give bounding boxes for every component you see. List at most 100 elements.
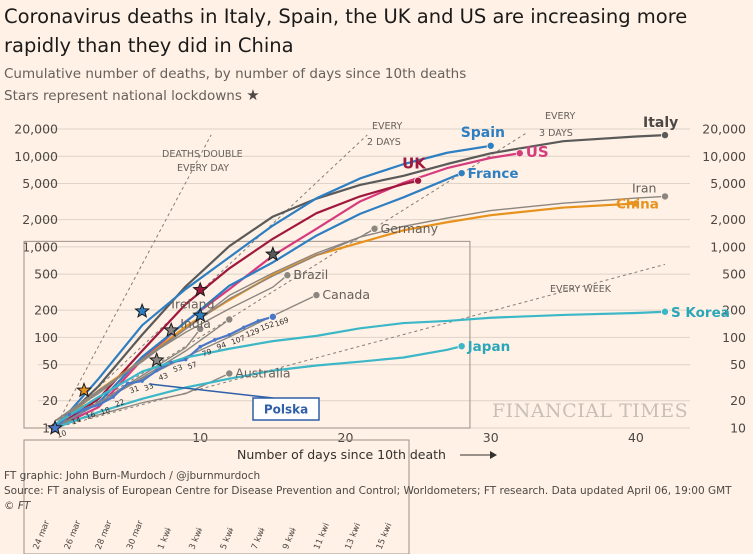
series-end-dot-italy	[661, 131, 670, 140]
guide-label-2-days-1: EVERY	[372, 121, 402, 132]
y-tick-label-left: 20	[42, 393, 58, 408]
lockdown-star-ireland	[163, 321, 180, 338]
x-tick-label: 40	[628, 430, 644, 445]
x-tick-label: 20	[338, 430, 354, 445]
guide-label-3-days-2: 3 DAYS	[539, 128, 573, 139]
y-tick-label-left: 100	[34, 330, 58, 345]
polska-value-label: 53	[172, 362, 184, 374]
guide-deaths-double-every-day	[54, 134, 212, 429]
polska-point	[125, 381, 130, 386]
series-label-iran: Iran	[632, 180, 656, 195]
y-tick-label-left: 50	[42, 357, 58, 372]
y-tick-label-right: 100	[722, 330, 746, 345]
y-tick-label-right: 20,000	[702, 122, 746, 137]
series-end-dot-india	[196, 324, 205, 333]
y-tick-label-right: 5,000	[710, 176, 746, 191]
series-end-dot-australia	[225, 369, 234, 378]
polska-value-label: 43	[157, 371, 169, 383]
subtitle: Cumulative number of deaths, by number o…	[4, 66, 467, 82]
series-line-france	[54, 172, 463, 429]
series-end-dot-germany	[370, 224, 379, 233]
series-label-us: US	[526, 143, 549, 161]
y-tick-label-right: 2,000	[710, 212, 746, 227]
polska-point	[140, 379, 144, 383]
series-line-brazil	[54, 274, 288, 425]
guide-label-2-days-2: 2 DAYS	[367, 137, 401, 148]
polska-point	[198, 344, 203, 349]
series-line-italy	[54, 134, 666, 429]
series-label-ireland: Ireland	[171, 296, 214, 311]
polska-point	[212, 338, 217, 342]
series-end-dot-us	[515, 149, 524, 158]
polska-callout-line	[149, 383, 274, 399]
series-line-us	[54, 152, 520, 429]
series-end-dot-brazil	[283, 271, 292, 280]
page-title: Coronavirus deaths in Italy, Spain, the …	[4, 5, 688, 57]
series-end-dot-france	[457, 169, 466, 178]
series-end-dot-canada	[312, 291, 321, 300]
y-tick-label-left: 5,000	[22, 176, 58, 191]
polska-value-label: 57	[186, 360, 198, 372]
date-tick-label: 13 kwi	[344, 522, 364, 551]
series-end-dot-ireland	[225, 315, 234, 324]
series-label-france: France	[468, 166, 519, 182]
polska-value-label: 94	[215, 340, 227, 352]
polska-point	[96, 403, 101, 407]
footer-credit: FT graphic: John Burn-Murdoch / @jburnmu…	[4, 470, 261, 482]
lockdown-star-polska	[46, 419, 64, 435]
date-tick-label: 26 mar	[63, 519, 84, 551]
date-tick-label: 28 mar	[94, 519, 115, 551]
series-line-germany	[54, 228, 375, 422]
lockdown-star-uk	[192, 281, 209, 297]
series-line-japan	[54, 345, 462, 430]
y-tick-label-right: 1,000	[710, 239, 746, 254]
series-line-s-korea	[54, 310, 666, 426]
polska-point	[227, 332, 232, 337]
polska-value-label: 10	[56, 428, 68, 440]
date-tick-label: 5 kwi	[219, 527, 237, 551]
polska-value-label: 14	[70, 415, 82, 427]
y-tick-label-left: 20,000	[14, 122, 58, 137]
subtitle-lockdown: Stars represent national lockdowns ★	[4, 86, 260, 104]
y-tick-label-left: 10,000	[14, 149, 58, 164]
series-label-japan: Japan	[467, 339, 511, 355]
y-tick-label-right: 200	[722, 303, 746, 318]
x-axis-label: Number of days since 10th death	[237, 447, 446, 462]
footer-copyright: © FT	[4, 500, 31, 512]
guide-every-2-days	[54, 134, 368, 429]
date-tick-label: 7 kwi	[250, 527, 268, 551]
series-end-dot-china	[631, 199, 640, 208]
polska-point	[111, 395, 115, 399]
series-label-canada: Canada	[322, 287, 370, 302]
y-tick-label-left: 200	[34, 303, 58, 318]
subtitle-lockdown-text: Stars represent national lockdowns	[4, 88, 242, 104]
series-label-australia: Australia	[235, 365, 290, 380]
star-icon: ★	[246, 86, 260, 104]
date-box	[23, 439, 410, 554]
polska-value-label: 16	[85, 410, 97, 422]
guide-every-3-days	[54, 132, 528, 429]
lockdown-star-china	[76, 381, 93, 398]
date-tick-label: 24 mar	[32, 519, 53, 551]
date-tick-label: 11 kwi	[312, 522, 332, 551]
guide-label-3-days-1: EVERY	[545, 111, 575, 122]
footer-source: Source: FT analysis of European Centre f…	[4, 485, 732, 497]
polska-point	[169, 360, 173, 365]
lockdown-star-france	[192, 306, 209, 323]
series-end-dot-iran	[661, 192, 670, 201]
polska-value-label: 79	[201, 347, 213, 359]
date-tick-label: 9 kwi	[281, 527, 299, 551]
guide-label-week: EVERY WEEK	[550, 284, 612, 295]
lockdown-star-india	[148, 351, 165, 368]
lockdown-star-italy	[264, 245, 281, 262]
series-label-india: India	[180, 316, 211, 331]
y-tick-label-left: 500	[34, 267, 58, 282]
polska-point	[256, 319, 261, 323]
y-tick-label-left: 2,000	[22, 212, 58, 227]
lockdown-star-spain	[134, 302, 151, 318]
polska-value-label: 18	[99, 405, 111, 417]
series-label-spain: Spain	[461, 125, 505, 141]
date-tick-label: 1 kwi	[156, 527, 174, 551]
series-line-spain	[54, 144, 491, 429]
